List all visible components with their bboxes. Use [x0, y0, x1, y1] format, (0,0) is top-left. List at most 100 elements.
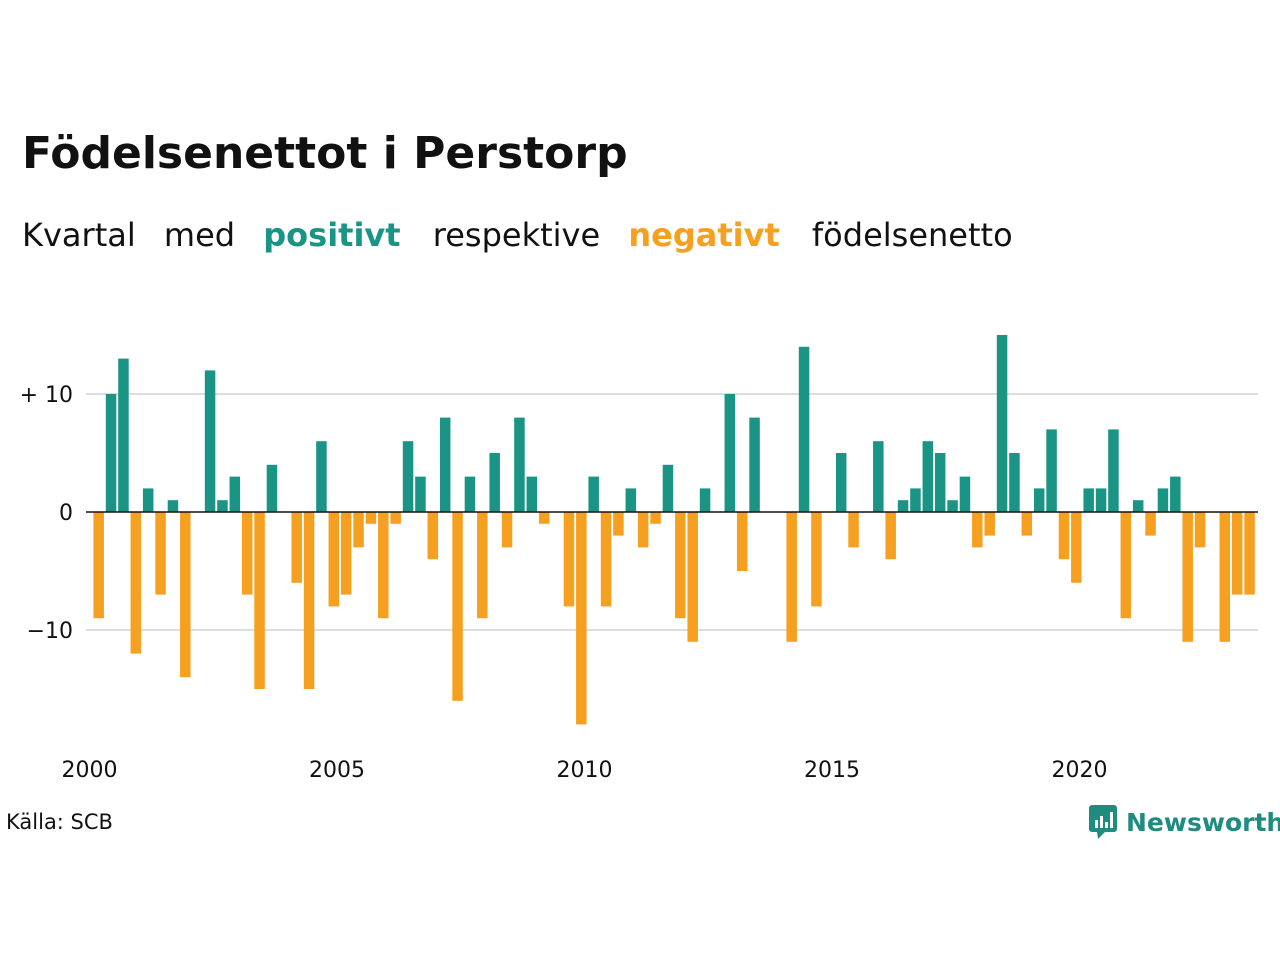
bar-2012-q1 [687, 512, 698, 642]
bar-2008-q3 [514, 417, 525, 512]
bar-2001-q3 [167, 500, 179, 512]
bars [93, 335, 1255, 725]
bar-2007-q2 [452, 512, 463, 701]
bar-2009-q1 [538, 512, 550, 524]
subtitle-negative-label: negativt [628, 216, 780, 254]
bar-2004-q3 [316, 441, 327, 512]
bar-2016-q4 [922, 441, 934, 512]
axes: + 10 0 −10 2000 2005 2010 2015 2020 [20, 383, 1258, 783]
bar-2019-q4 [1071, 512, 1082, 583]
bar-2005-q2 [353, 512, 364, 548]
bar-2001-q1 [142, 488, 154, 512]
bar-2023-q1 [1231, 512, 1243, 595]
bar-2018-q4 [1021, 512, 1033, 536]
bar-2018-q2 [996, 335, 1008, 512]
bar-2015-q4 [873, 441, 884, 512]
x-tick-label: 2000 [62, 758, 118, 783]
bar-2012-q4 [724, 394, 736, 512]
x-tick-label: 2010 [557, 758, 613, 783]
chart-title: Födelsenettot i Perstorp [22, 128, 628, 179]
bar-2018-q1 [984, 512, 995, 536]
bar-2021-q4 [1170, 476, 1181, 512]
bar-2001-q4 [180, 512, 191, 678]
bar-2004-q1 [291, 512, 302, 583]
bar-2022-q4 [1219, 512, 1231, 642]
bar-2016-q2 [897, 500, 909, 512]
bar-2004-q2 [303, 512, 315, 689]
bar-2002-q4 [229, 476, 241, 512]
bar-2020-q2 [1095, 488, 1107, 512]
bar-2021-q2 [1145, 512, 1156, 536]
bar-2018-q3 [1009, 453, 1020, 512]
bar-2019-q3 [1058, 512, 1070, 560]
bar-2020-q1 [1083, 488, 1094, 512]
bar-2006-q2 [402, 441, 414, 512]
subtitle-positive-label: positivt [263, 216, 401, 254]
bar-2010-q1 [588, 476, 599, 512]
newsworthy-logo-icon [1089, 805, 1117, 839]
gridlines [86, 393, 1258, 631]
y-tick-label: + 10 [20, 383, 73, 408]
subtitle-part-with: med [163, 216, 236, 254]
bar-2010-q4 [625, 488, 637, 512]
bar-2019-q2 [1046, 429, 1057, 512]
subtitle-part-respectively: respektive [432, 216, 601, 254]
bar-2017-q4 [972, 512, 983, 548]
bar-2008-q1 [489, 453, 500, 512]
bar-2019-q1 [1033, 488, 1045, 512]
bar-chart: + 10 0 −10 2000 2005 2010 2015 2020 [20, 335, 1258, 783]
bar-2005-q1 [340, 512, 352, 595]
bar-2017-q2 [947, 500, 958, 512]
bar-2021-q1 [1132, 500, 1144, 512]
bar-2001-q2 [155, 512, 166, 595]
bar-2002-q3 [217, 500, 228, 512]
bar-2010-q3 [613, 512, 624, 536]
bar-2007-q3 [464, 476, 476, 512]
y-tick-label: 0 [59, 501, 73, 526]
bar-2007-q1 [439, 417, 451, 512]
bar-2015-q2 [848, 512, 859, 548]
bar-2003-q3 [266, 464, 278, 512]
bar-2008-q2 [501, 512, 513, 548]
bar-2020-q4 [1120, 512, 1132, 619]
bar-2020-q3 [1108, 429, 1119, 512]
bar-2017-q3 [959, 476, 971, 512]
bar-2006-q1 [390, 512, 401, 524]
bar-2011-q2 [650, 512, 661, 524]
newsworthy-logo: Newsworthy [1088, 804, 1280, 840]
bar-2013-q1 [736, 512, 748, 571]
bar-2006-q4 [427, 512, 439, 560]
bar-2010-q2 [600, 512, 612, 607]
newsworthy-brand-name: Newsworthy [1126, 807, 1280, 837]
bar-2000-q1 [93, 512, 104, 619]
bar-2021-q3 [1157, 488, 1169, 512]
bar-2023-q2 [1244, 512, 1255, 595]
bar-2022-q1 [1182, 512, 1193, 642]
bar-2009-q4 [576, 512, 587, 725]
bar-2002-q2 [204, 370, 216, 512]
bar-2012-q2 [699, 488, 711, 512]
bar-2005-q3 [365, 512, 377, 524]
bar-2022-q2 [1194, 512, 1206, 548]
bar-2003-q2 [254, 512, 265, 689]
bar-2016-q1 [885, 512, 896, 560]
x-tick-label: 2020 [1052, 758, 1108, 783]
subtitle-part-birth-net: födelsenetto [811, 216, 1013, 254]
x-tick-label: 2015 [804, 758, 860, 783]
bar-2011-q4 [675, 512, 686, 619]
bar-2017-q1 [934, 453, 946, 512]
bar-2015-q1 [835, 453, 847, 512]
subtitle-part-quarter: Kvartal [22, 216, 136, 254]
bar-2008-q4 [526, 476, 538, 512]
bar-2014-q3 [811, 512, 822, 607]
x-tick-label: 2005 [309, 758, 365, 783]
bar-2000-q4 [130, 512, 142, 654]
bar-2011-q1 [637, 512, 649, 548]
bar-2014-q2 [798, 346, 810, 512]
y-tick-label: −10 [27, 619, 73, 644]
bar-2013-q2 [749, 417, 760, 512]
bar-2007-q4 [477, 512, 488, 619]
bar-2011-q3 [662, 464, 674, 512]
bar-2014-q1 [786, 512, 797, 642]
bar-2000-q2 [105, 394, 117, 512]
